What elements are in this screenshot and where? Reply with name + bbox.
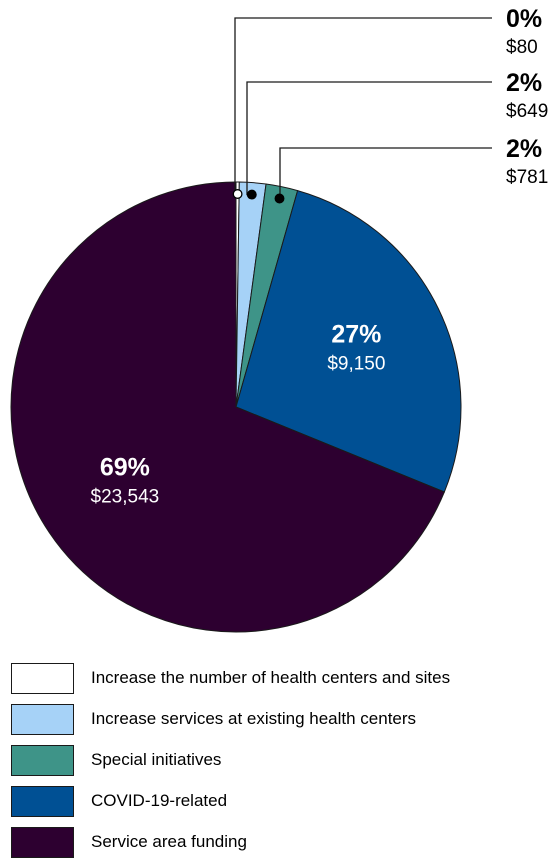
legend-item: Increase services at existing health cen…: [11, 704, 556, 738]
percent-label: 2%: [506, 69, 542, 97]
legend-label: COVID-19-related: [91, 791, 228, 810]
callout-dot: [274, 193, 285, 204]
legend-swatch: [11, 663, 74, 694]
value-label: $80: [506, 37, 538, 58]
legend-swatch: [11, 704, 74, 735]
callout-line: [234, 17, 492, 195]
percent-label: 2%: [506, 135, 542, 163]
callout-line: [246, 81, 492, 196]
pie-slice: [10, 181, 445, 633]
legend-label: Service area funding: [91, 832, 247, 851]
legend-label: Increase the number of health centers an…: [91, 668, 451, 687]
legend-item: Service area funding: [11, 827, 556, 861]
percent-label: 0%: [506, 5, 542, 33]
percent-label: 69%: [100, 454, 150, 482]
callout-dot: [246, 189, 257, 200]
legend-swatch: [11, 786, 74, 817]
pie-chart: 0% $80 2% $649 2% $781 27% $9,150 69% $23,543: [10, 5, 548, 633]
percent-label: 27%: [331, 320, 381, 348]
value-label: $23,543: [91, 487, 160, 508]
legend-label: Special initiatives: [91, 750, 222, 769]
value-label: $649: [506, 101, 548, 122]
pie-slice: [235, 189, 462, 493]
legend-label: Increase services at existing health cen…: [91, 709, 417, 728]
legend-swatch: [11, 827, 74, 858]
legend-swatch: [11, 745, 74, 776]
legend-item: Increase the number of health centers an…: [11, 663, 556, 697]
legend-item: Special initiatives: [11, 745, 556, 779]
value-label: $9,150: [327, 353, 385, 374]
value-label: $781: [506, 167, 548, 188]
callout-dot: [232, 189, 243, 199]
callout-line: [279, 147, 492, 200]
legend-item: COVID-19-related: [11, 786, 556, 820]
